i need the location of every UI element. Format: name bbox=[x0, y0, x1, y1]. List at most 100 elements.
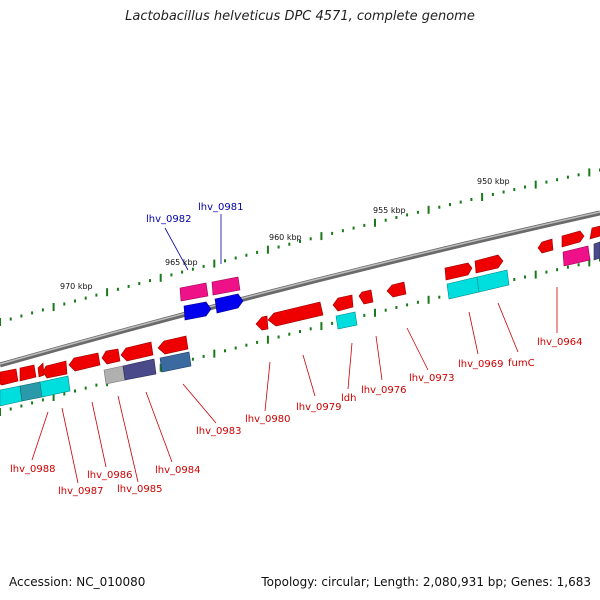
outer-ring-major-tick bbox=[213, 259, 216, 268]
inner-ring-major-tick bbox=[159, 363, 162, 372]
gene-lhv_0981-cds bbox=[214, 293, 244, 314]
inner-ring-major-tick bbox=[266, 335, 269, 344]
outer-ring-major-tick bbox=[52, 303, 55, 311]
outer-ring-minor-tick bbox=[127, 284, 130, 288]
inner-ring-major-tick bbox=[588, 258, 591, 267]
inner-ring-minor-tick bbox=[245, 343, 248, 347]
kbp-label-965: 965 kbp bbox=[165, 258, 198, 267]
inner-ring-minor-tick bbox=[84, 386, 87, 390]
gene-lhv_0986-rna bbox=[103, 365, 126, 385]
gene-lhv_0982-rna bbox=[179, 282, 209, 302]
gene-lhv_0980-arrow bbox=[255, 315, 269, 331]
genome-backbone-highlight bbox=[0, 211, 600, 365]
inner-ring-major-tick bbox=[374, 308, 376, 317]
inner-ring-minor-tick bbox=[299, 330, 301, 333]
map-title: Lactobacillus helveticus DPC 4571, compl… bbox=[125, 9, 475, 24]
outer-ring-minor-tick bbox=[202, 264, 205, 268]
reverse-strand-features bbox=[0, 281, 407, 407]
gene-lhv_0982-cds bbox=[183, 301, 212, 321]
inner-ring-minor-tick bbox=[9, 407, 12, 411]
inner-ring-minor-tick bbox=[63, 392, 66, 396]
gene-label-lhv_0981: lhv_0981 bbox=[198, 202, 243, 213]
gene-label-lhv_0986: lhv_0986 bbox=[87, 470, 132, 481]
inner-ring-minor-tick bbox=[224, 349, 226, 353]
outer-ring-minor-tick bbox=[406, 213, 409, 217]
outer-ring-minor-tick bbox=[352, 226, 355, 230]
gene-lhv_0969-rna bbox=[446, 276, 480, 300]
outer-ring-major-tick bbox=[159, 273, 162, 282]
gene-lhv_0973-arrow bbox=[386, 281, 407, 298]
inner-ring-major-tick bbox=[0, 408, 1, 416]
outer-ring-minor-tick bbox=[20, 314, 23, 318]
outer-ring-major-tick bbox=[106, 288, 109, 297]
topology-label: Topology: circular; Length: 2,080,931 bp… bbox=[261, 575, 591, 589]
gene-ldh-rna bbox=[335, 311, 358, 330]
outer-ring-minor-tick bbox=[224, 259, 226, 263]
outer-ring-minor-tick bbox=[566, 175, 569, 179]
outer-ring-minor-tick bbox=[449, 203, 451, 207]
gene-lhv_0962-rna bbox=[562, 245, 591, 267]
inner-ring-major-tick bbox=[52, 393, 55, 401]
accession-label: Accession: NC_010080 bbox=[9, 575, 146, 589]
outer-ring-minor-tick bbox=[63, 302, 66, 306]
outer-ring-minor-tick bbox=[459, 200, 462, 204]
outer-ring-minor-tick bbox=[191, 267, 194, 271]
gene-lhv_0984-arrow bbox=[101, 348, 121, 365]
inner-ring-minor-tick bbox=[202, 354, 205, 358]
outer-ring-minor-tick bbox=[95, 293, 98, 297]
gene-lhv_0985-rna bbox=[122, 358, 157, 381]
inner-ring-minor-tick bbox=[577, 263, 580, 267]
outer-ring-minor-tick bbox=[438, 205, 441, 209]
outer-ring-minor-tick bbox=[524, 185, 526, 189]
inner-ring-minor-tick bbox=[566, 265, 569, 269]
outer-ring-minor-tick bbox=[502, 190, 505, 194]
gene-label-lhv_0988: lhv_0988 bbox=[10, 464, 55, 475]
inner-ring-minor-tick bbox=[384, 308, 387, 312]
gene-lhv_0965-arrow bbox=[474, 254, 504, 274]
gene-lhv_0983a-arrow bbox=[120, 341, 154, 362]
gene-label-fumC: fumC bbox=[508, 358, 535, 369]
gene-label-lhv_0969: lhv_0969 bbox=[458, 359, 503, 370]
outer-ring-minor-tick bbox=[395, 216, 398, 219]
outer-ring-major-tick bbox=[320, 232, 323, 241]
kbp-label-955: 955 kbp bbox=[373, 206, 406, 215]
outer-ring-minor-tick bbox=[341, 229, 344, 233]
gene-label-lhv_0979: lhv_0979 bbox=[296, 402, 341, 413]
gene-label-lhv_0976: lhv_0976 bbox=[361, 385, 406, 396]
gene-lhv_0988b-arrow bbox=[19, 364, 37, 382]
outer-ring-major-tick bbox=[266, 245, 269, 254]
inner-ring-minor-tick bbox=[288, 332, 291, 336]
gene-lhv_0962-arrow bbox=[561, 230, 585, 248]
inner-ring-minor-tick bbox=[234, 346, 237, 350]
gene-lhv_0987-rna bbox=[19, 381, 43, 402]
gene-lhv_0979-arrow bbox=[267, 301, 324, 327]
gene-lhv_0984-rna bbox=[159, 351, 192, 373]
gene-lhv_0976-arrow bbox=[358, 289, 374, 305]
gene-label-lhv_0964: lhv_0964 bbox=[537, 337, 582, 348]
gene-lhv_0963-arrow bbox=[537, 238, 554, 254]
forward-strand-features bbox=[179, 225, 600, 321]
outer-ring-minor-tick bbox=[234, 256, 237, 260]
gene-label-lhv_0985: lhv_0985 bbox=[117, 484, 162, 495]
outer-ring-minor-tick bbox=[384, 218, 387, 222]
inner-ring-major-tick bbox=[320, 322, 323, 331]
gene-label-lhv_0973: lhv_0973 bbox=[409, 373, 454, 384]
outer-ring-minor-tick bbox=[331, 231, 334, 235]
inner-ring-minor-tick bbox=[556, 268, 559, 272]
outer-ring-major-tick bbox=[588, 168, 591, 177]
gene-ldh-arrow bbox=[332, 294, 354, 312]
gene-labels: lhv_0982 lhv_0981 lhv_0988 lhv_0987 lhv_… bbox=[10, 202, 582, 497]
outer-ring-minor-tick bbox=[470, 198, 473, 201]
kbp-label-970: 970 kbp bbox=[60, 282, 93, 291]
outer-ring-minor-tick bbox=[577, 173, 580, 177]
outer-ring-minor-tick bbox=[491, 193, 494, 196]
gene-lhv_0986-arrow bbox=[42, 360, 68, 379]
gene-lhv_0988-arrow bbox=[0, 368, 19, 386]
gene-lhv_0987-arrow bbox=[37, 362, 45, 378]
gene-lhv_0981-rna bbox=[211, 276, 241, 296]
outer-ring-minor-tick bbox=[74, 299, 76, 303]
outer-ring-minor-tick bbox=[277, 245, 280, 249]
inner-ring-minor-tick bbox=[95, 383, 98, 387]
outer-ring-minor-tick bbox=[416, 210, 419, 214]
